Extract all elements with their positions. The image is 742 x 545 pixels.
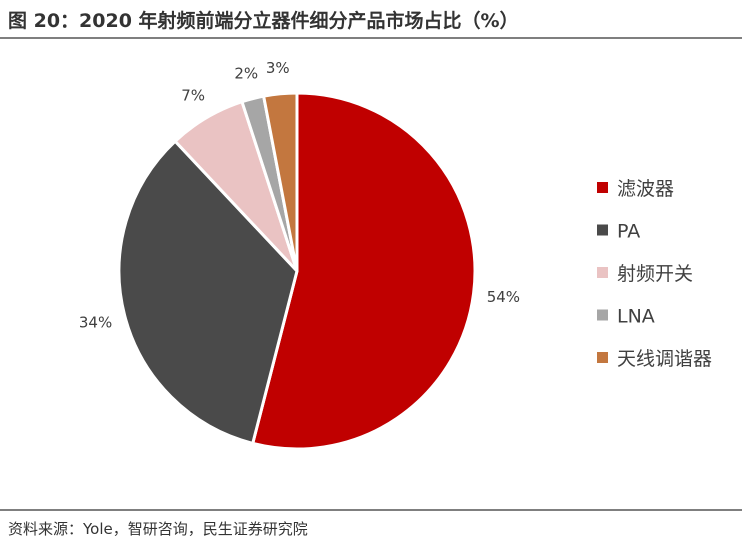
legend-label-2: 射频开关 [617,263,693,285]
data-label-1: 34% [79,314,112,332]
legend-label-4: 天线调谐器 [617,348,712,370]
data-label-0: 54% [487,288,520,306]
pie-slice-4 [262,91,299,273]
legend-swatch-1 [597,224,608,236]
title-divider [0,37,742,39]
source-divider [0,509,742,511]
legend-swatch-2 [597,267,608,278]
data-label-3: 2% [234,64,258,82]
pie-slice-0 [251,91,477,451]
legend-swatch-0 [597,182,608,193]
data-label-2: 7% [181,86,205,104]
data-label-4: 3% [266,59,290,77]
legend-label-0: 滤波器 [617,178,674,200]
legend-swatch-3 [597,309,608,321]
pie-slice-1 [117,139,299,445]
legend-label-3: LNA [617,306,655,328]
chart-title: 图 20：2020 年射频前端分立器件细分产品市场占比（%） [8,10,519,32]
legend-label-1: PA [617,221,640,243]
source-note: 资料来源：Yole，智研咨询，民生证券研究院 [8,520,308,538]
legend-swatch-4 [597,352,608,363]
